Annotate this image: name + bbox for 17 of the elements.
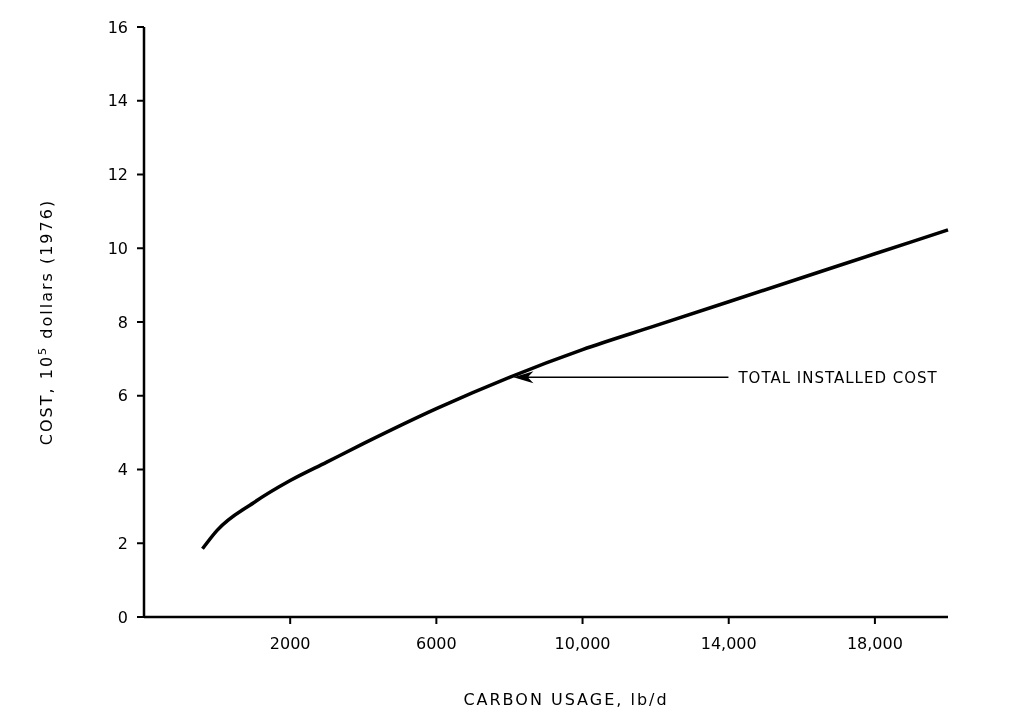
- x-axis-title: CARBON USAGE, lb/d: [463, 690, 669, 709]
- x-tick-label: 14,000: [700, 634, 757, 653]
- x-tick-label: 18,000: [846, 634, 903, 653]
- y-tick-label: 10: [107, 238, 128, 258]
- annotation: TOTAL INSTALLED COST: [737, 368, 938, 387]
- y-tick-label: 4: [117, 460, 128, 480]
- y-tick-label: 0: [117, 607, 128, 627]
- y-tick-label: 6: [117, 386, 128, 406]
- y-tick-label: 12: [107, 165, 128, 185]
- x-tick-label: 10,000: [554, 634, 611, 653]
- x-tick-label: 6000: [416, 634, 457, 653]
- y-tick-label: 14: [107, 91, 128, 111]
- y-tick-label: 16: [107, 17, 128, 37]
- line-series: [200, 228, 950, 551]
- y-tick-label: 8: [117, 312, 128, 332]
- x-tick-label: 2000: [269, 634, 311, 653]
- y-tick-label: 2: [117, 533, 128, 553]
